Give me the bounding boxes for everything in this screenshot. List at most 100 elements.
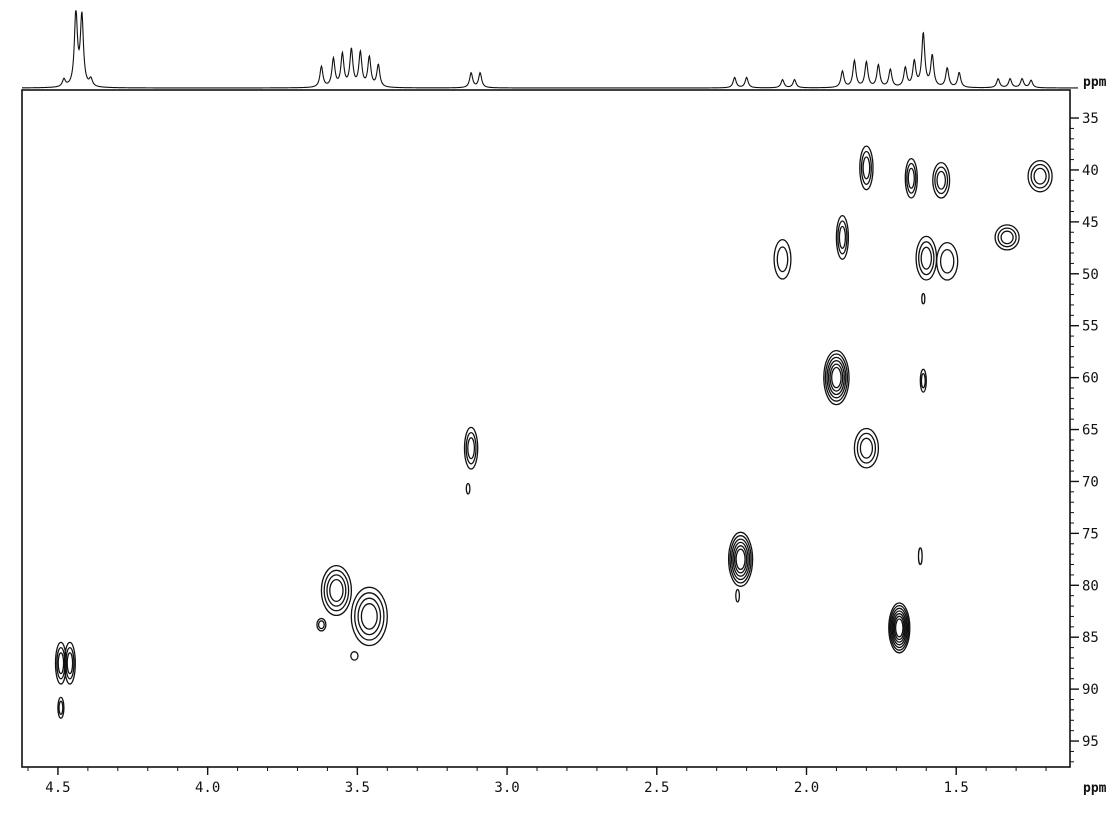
contour-level (936, 170, 947, 190)
contour-level (859, 145, 874, 191)
y-tick-label: 75 (1082, 526, 1099, 542)
x-tick-label: 1.5 (944, 780, 969, 796)
contour-level (921, 292, 926, 305)
contour-level (838, 225, 847, 249)
contour-level (918, 241, 935, 276)
contour-level (316, 617, 327, 632)
contour-level (65, 646, 75, 680)
contour-level (859, 437, 874, 459)
contour-level (829, 363, 844, 392)
y-tick-label: 40 (1082, 163, 1099, 179)
cross-peak (320, 564, 353, 617)
cross-peak (1027, 159, 1053, 193)
contour-level (735, 548, 746, 571)
cross-peak (823, 349, 850, 406)
x-axis-unit-label: ppm (1083, 781, 1107, 796)
cross-peak (904, 157, 918, 199)
cross-peak (888, 602, 911, 654)
cross-peak (921, 292, 926, 305)
contour-level (920, 372, 926, 389)
contour-level (906, 162, 917, 194)
contour-level (939, 248, 955, 274)
contour-level (827, 360, 845, 396)
cross-peak (350, 586, 388, 647)
contour-level (835, 214, 850, 260)
contour-level (329, 578, 344, 603)
contour-level (350, 586, 388, 647)
x-tick-label: 2.0 (794, 780, 819, 796)
y-tick-label: 65 (1082, 423, 1099, 439)
y-tick-label: 95 (1082, 734, 1099, 750)
contour-level (317, 620, 325, 630)
contour-level (907, 167, 915, 189)
contour-level (350, 651, 359, 661)
y-tick-label: 70 (1082, 474, 1099, 490)
contour-level (888, 602, 911, 654)
cross-peak (735, 588, 741, 603)
contour-level (920, 246, 933, 270)
contour-level (57, 652, 65, 675)
contour-level (465, 431, 477, 465)
cross-peak (57, 696, 65, 719)
cross-peak (773, 238, 792, 280)
contour-level (57, 696, 65, 719)
x-tick-label: 4.5 (45, 780, 70, 796)
y-tick-label: 35 (1082, 111, 1099, 127)
contour-level (326, 574, 347, 607)
contour-level (730, 538, 751, 581)
x-tick-label: 2.5 (644, 780, 669, 796)
contour-level (837, 220, 848, 255)
cross-peaks (54, 145, 1053, 719)
contour-level (729, 535, 752, 584)
contour-level (1033, 167, 1047, 185)
contour-level (860, 150, 872, 185)
contour-level (1027, 159, 1053, 193)
cross-peak (350, 651, 359, 661)
cross-peak (919, 368, 927, 393)
contour-level (773, 238, 792, 280)
contour-level (853, 427, 880, 469)
x-axis: 4.5 4.0 3.5 3.0 2.5 2.0 1.5 (27, 767, 1047, 796)
plot-frame (21, 89, 1071, 768)
contour-level (892, 613, 906, 643)
cross-peak (63, 641, 76, 685)
contour-level (357, 597, 382, 636)
cross-peak (917, 547, 923, 566)
y-tick-label: 85 (1082, 630, 1099, 646)
y-axis: 35 40 45 50 55 60 65 70 75 80 85 90 95 (1070, 111, 1099, 763)
contour-level (360, 603, 378, 630)
cross-peak (727, 531, 754, 587)
cross-peak (859, 145, 874, 191)
contour-level (320, 564, 353, 617)
contour-level (889, 604, 910, 651)
contour-level (1000, 230, 1014, 245)
contour-level (826, 356, 847, 399)
contour-level (904, 157, 918, 199)
contour-level (776, 246, 789, 273)
contour-level (893, 615, 905, 641)
cross-peak (936, 241, 959, 281)
contour-level (831, 366, 842, 389)
projection-trace (21, 10, 1078, 89)
contour-level (727, 531, 754, 587)
contour-level (919, 368, 927, 393)
contour-level (932, 161, 951, 199)
proton-projection-spectrum (21, 10, 1078, 89)
contour-level (856, 432, 877, 464)
contour-level (891, 610, 908, 646)
cross-peak (853, 427, 880, 469)
cross-peak (463, 426, 479, 470)
y-tick-label: 50 (1082, 267, 1099, 283)
x-tick-label: 3.5 (345, 780, 370, 796)
contour-level (733, 545, 748, 574)
cross-peak (316, 617, 327, 632)
cross-peak (932, 161, 951, 199)
contour-level (934, 166, 949, 195)
cross-peak (835, 214, 850, 260)
contour-level (917, 547, 923, 566)
cross-peak (465, 482, 471, 495)
x-tick-label: 4.0 (195, 780, 220, 796)
y-tick-label: 90 (1082, 682, 1099, 698)
contour-level (465, 482, 471, 495)
